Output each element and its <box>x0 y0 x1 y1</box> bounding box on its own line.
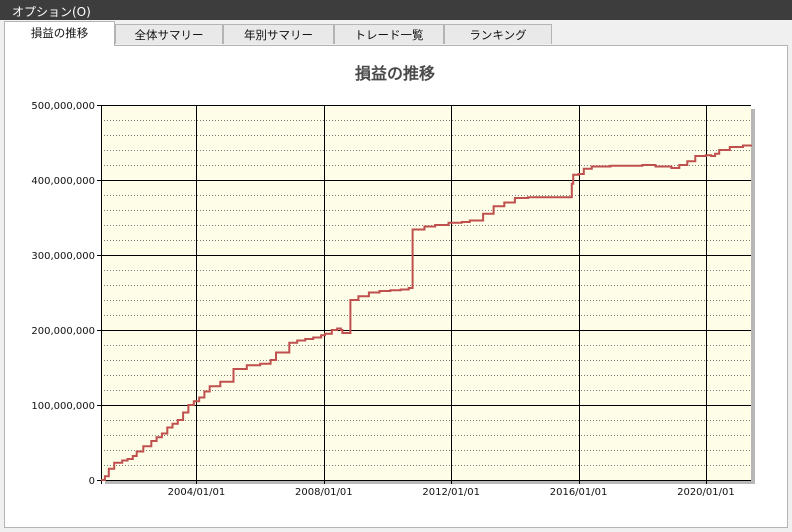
options-menu[interactable]: オプション(O) <box>12 5 91 19</box>
x-tick-label: 2012/01/01 <box>422 487 480 498</box>
x-axis-labels: 2004/01/01 2008/01/01 2012/01/01 2016/01/01… <box>168 487 735 498</box>
tab-ranking[interactable]: ランキング <box>444 24 552 44</box>
tab-yearly-summary[interactable]: 年別サマリー <box>223 24 334 44</box>
y-tick-label: 0 <box>89 476 95 487</box>
y-axis-labels: 0 100,000,000 200,000,000 300,000,000 400,00… <box>31 101 95 487</box>
tab-profit-transition[interactable]: 損益の推移 <box>4 21 115 46</box>
series-group <box>101 144 752 481</box>
tab-overall-summary[interactable]: 全体サマリー <box>115 24 223 44</box>
plot-shadow-bottom <box>105 480 755 484</box>
y-tick-label: 200,000,000 <box>31 326 95 337</box>
axes <box>97 105 751 484</box>
minor-gridlines <box>101 120 751 466</box>
plot-shadow <box>105 109 755 484</box>
tab-strip: 損益の推移 全体サマリー 年別サマリー トレード一覧 ランキング <box>4 20 790 46</box>
menu-bar: オプション(O) <box>0 0 792 20</box>
tab-trade-list[interactable]: トレード一覧 <box>334 24 444 44</box>
y-tick-label: 400,000,000 <box>31 176 95 187</box>
x-tick-label: 2020/01/01 <box>677 487 735 498</box>
y-tick-label: 500,000,000 <box>31 101 95 112</box>
plot-area <box>101 105 751 480</box>
chart-panel: 損益の推移 0 100,000,000 200,000,000 300,000,000… <box>4 45 788 528</box>
profit-chart: 損益の推移 0 100,000,000 200,000,000 300,000,000… <box>31 64 755 498</box>
x-tick-label: 2008/01/01 <box>295 487 353 498</box>
equity-line <box>101 144 752 481</box>
y-tick-label: 300,000,000 <box>31 251 95 262</box>
y-tick-label: 100,000,000 <box>31 401 95 412</box>
x-tick-label: 2004/01/01 <box>168 487 226 498</box>
x-tick-label: 2016/01/01 <box>550 487 608 498</box>
chart-title: 損益の推移 <box>355 64 435 83</box>
plot-shadow-right <box>751 109 755 484</box>
